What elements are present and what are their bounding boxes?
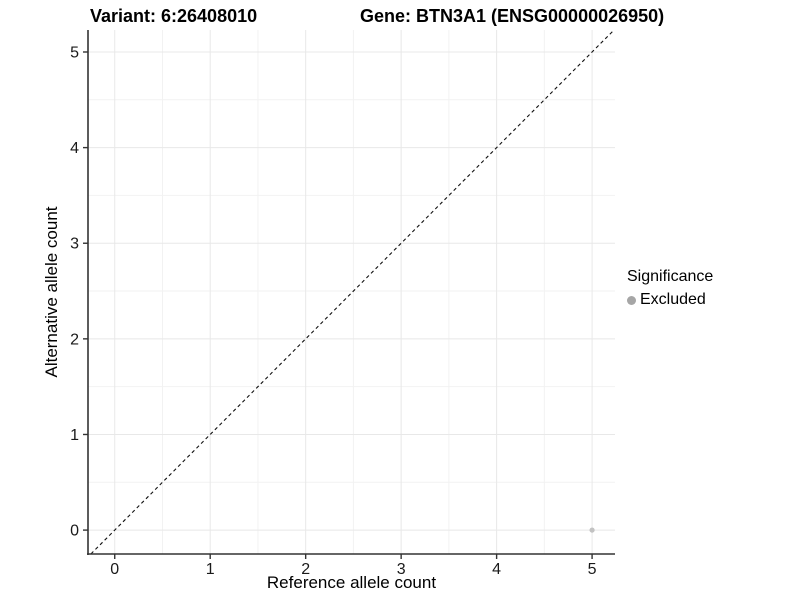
legend-item-label: Excluded [640, 291, 706, 308]
x-tick-label: 4 [492, 561, 501, 578]
y-tick-label: 0 [70, 523, 79, 540]
plot-title-gene: Gene: BTN3A1 (ENSG00000026950) [360, 6, 665, 26]
legend-key-dot-icon [627, 295, 636, 305]
y-axis-title: Alternative allele count [42, 206, 61, 378]
y-tick-label: 3 [70, 236, 79, 253]
identity-line [90, 29, 615, 555]
x-tick-label: 0 [110, 561, 119, 578]
x-tick-label: 2 [301, 561, 310, 578]
legend-title: Significance [627, 268, 714, 285]
x-tick-label: 3 [397, 561, 406, 578]
y-tick-label: 4 [70, 140, 79, 157]
y-tick-label: 5 [70, 44, 79, 61]
legend-item-excluded: Excluded [627, 291, 713, 309]
plot-title-variant: Variant: 6:26408010 [90, 6, 258, 26]
data-point [589, 527, 595, 533]
x-axis-title: Reference allele count [266, 573, 437, 592]
x-tick-label: 5 [588, 561, 597, 578]
x-tick-label: 1 [206, 561, 215, 578]
y-tick-label: 2 [70, 331, 79, 348]
y-tick-label: 1 [70, 427, 79, 444]
legend: Significance Excluded [627, 268, 713, 309]
